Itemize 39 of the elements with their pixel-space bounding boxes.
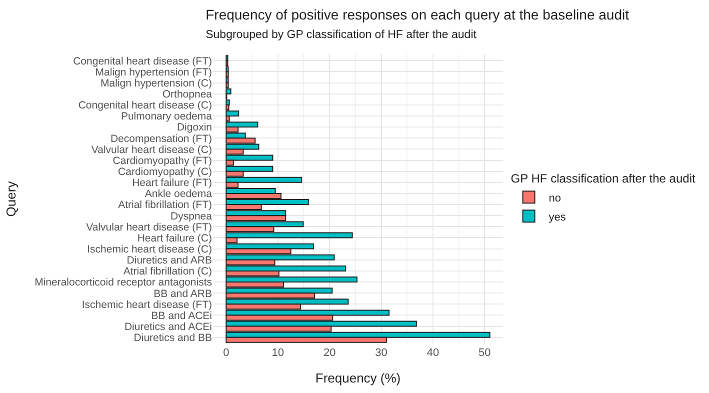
y-tick-label: Dyspnea [170,210,212,222]
y-tick-label: Congenital heart disease (C) [78,100,212,112]
x-tick-label: 40 [426,347,440,359]
y-tick-label: Diuretics and ARB [126,254,212,267]
legend-label: no [548,192,562,204]
y-tick-label: Heart failure (C) [137,232,212,244]
y-tick-label: BB and ARB [154,288,212,300]
y-tick-label: Atrial fibrillation (C) [123,266,212,278]
y-tick-label: Valvular heart disease (C) [91,144,212,156]
legend-title: GP HF classification after the audit [510,172,696,186]
chart-title: Frequency of positive responses on each query at the baseline audit [206,6,630,23]
y-tick-label: Digoxin [176,122,212,134]
x-tick-label: 50 [478,347,491,359]
y-tick-label: Malign hypertension (FT) [95,66,212,78]
y-tick-label: Ischemic heart disease (C) [87,243,212,256]
x-tick-label: 30 [375,347,388,359]
y-tick-label: Valvular heart disease (FT) [86,221,212,234]
y-tick-label: Ischemic heart disease (FT) [82,298,212,311]
y-tick-label: Congenital heart disease (FT) [73,55,212,68]
y-tick-label: Pulmonary oedema [120,110,212,123]
y-tick-label: Decompensation (FT) [110,132,212,145]
x-tick-label: 0 [223,347,230,359]
x-tick-label: 20 [323,347,336,359]
y-tick-label: Ankle oedema [144,188,212,200]
y-tick-label: Diuretics and ACEi [124,320,212,333]
y-axis-title: Query [4,180,19,217]
y-tick-label: Orthopnea [162,88,212,101]
chart-subtitle: Subgrouped by GP classification of HF after the audit [206,28,478,41]
x-tick-label: 10 [272,347,284,359]
y-tick-label: Mineralocorticoid receptor antagonists [34,276,212,289]
y-tick-label: Cardiomyopathy (C) [118,166,212,178]
legend-label: yes [548,211,566,224]
y-tick-label: Malign hypertension (C) [100,77,212,90]
y-tick-label: Atrial fibrillation (FT) [118,199,212,212]
y-tick-label: Cardiomyopathy (FT) [112,154,212,167]
y-tick-label: BB and ACEi [151,310,212,322]
x-axis-title: Frequency (%) [315,370,401,386]
y-tick-label: Diuretics and BB [134,332,212,344]
y-tick-label: Heart failure (FT) [132,177,212,190]
